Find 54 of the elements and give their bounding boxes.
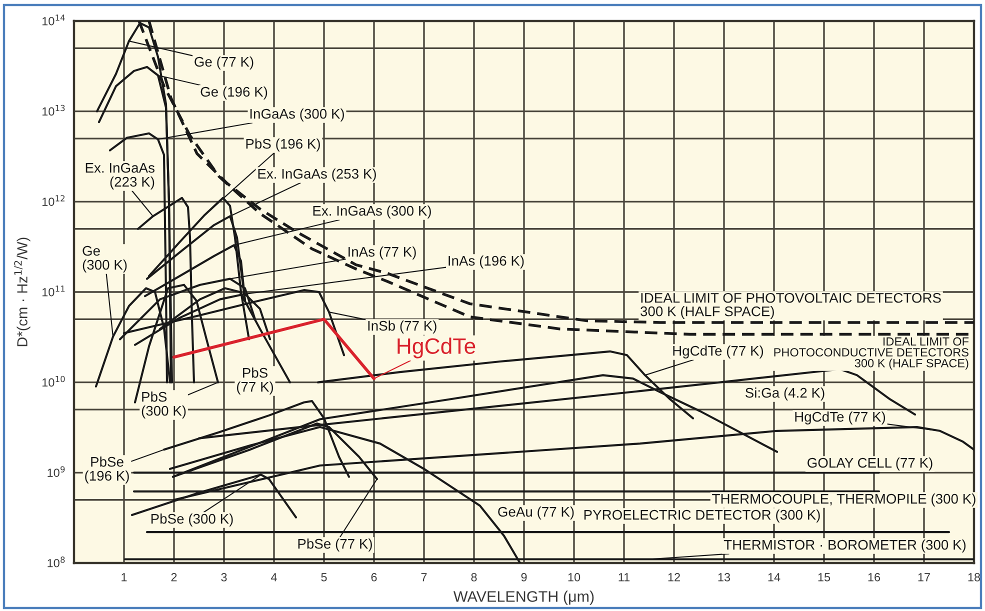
series-label: PbS (77 K) bbox=[236, 368, 274, 394]
text: PbSe (77 K) bbox=[298, 538, 372, 552]
x-tick-label: 8 bbox=[471, 573, 477, 582]
y-tick-label: 10$^{11}$ bbox=[42, 286, 65, 296]
y-tick-label: 10$^{14}$ bbox=[42, 14, 65, 26]
y-tick-label: 10$^{8}$ bbox=[48, 556, 65, 568]
x-tick-label: 2 bbox=[171, 573, 177, 582]
text: InAs (196 K) bbox=[448, 256, 524, 268]
y-tick-label: 10$^{10}$ bbox=[42, 376, 65, 387]
series-label: Ex. InGaAs (223 K) bbox=[86, 162, 154, 190]
series-label: THERMOCOUPLE, THERMOPILE (300 K) bbox=[712, 494, 976, 506]
x-tick-label: 11 bbox=[618, 573, 630, 582]
text: InAs (77 K) bbox=[348, 246, 416, 260]
x-tick-label: 3 bbox=[221, 573, 227, 582]
x-tick-label: 1 bbox=[122, 573, 127, 582]
x-tick-label: 7 bbox=[421, 573, 427, 582]
series-label: GOLAY CELL (77 K) bbox=[808, 458, 932, 470]
series-label: PbS (300 K) bbox=[142, 392, 186, 418]
y-tick-label: 10$^{9}$ bbox=[48, 466, 65, 477]
text: PbSe (196 K) bbox=[85, 456, 129, 484]
x-tick-label: 5 bbox=[321, 573, 327, 582]
x-tick-label: 12 bbox=[668, 573, 680, 582]
series-label: IDEAL LIMIT OF PHOTOCONDUCTIVE DETECTORS 300 K (HALF SPACE) bbox=[774, 337, 969, 370]
series-label: THERMISTOR · BOROMETER (300 K) bbox=[724, 540, 966, 552]
series-label: IDEAL LIMIT OF PHOTOVOLTAIC DETECTORS 300 K (HALF SPACE) bbox=[640, 292, 941, 319]
series-label: PbSe (300 K) bbox=[151, 514, 233, 526]
x-tick-label: 16 bbox=[868, 573, 880, 582]
series-label: Si:Ga (4.2 K) bbox=[745, 388, 824, 400]
text: Ex. InGaAs (300 K) bbox=[313, 206, 431, 218]
text: InGaAs (300 K) bbox=[250, 108, 344, 122]
x-tick-label: 15 bbox=[818, 573, 830, 582]
x-tick-label: 6 bbox=[371, 573, 377, 582]
series-label: PYROELECTRIC DETECTOR (300 K) bbox=[584, 510, 820, 522]
x-tick-label: 10 bbox=[568, 573, 580, 582]
text: Ex. InGaAs (253 K) bbox=[258, 168, 376, 182]
x-tick-label: 17 bbox=[918, 573, 930, 582]
x-tick-label: 18 bbox=[968, 573, 980, 582]
text: PbS (196 K) bbox=[246, 138, 320, 152]
series-label: GeAu (77 K) bbox=[498, 506, 574, 520]
series-label: HgCdTe (77 K) bbox=[795, 412, 886, 424]
text: InSb (77 K) bbox=[368, 320, 436, 334]
series-label: HgCdTe bbox=[398, 338, 476, 358]
y-tick-label: 10$^{12}$ bbox=[42, 195, 65, 206]
y-tick-label: 10$^{13}$ bbox=[42, 104, 65, 116]
x-tick-label: 4 bbox=[270, 573, 277, 582]
x-tick-label: 13 bbox=[718, 573, 730, 582]
text: Ge (77 K) bbox=[194, 56, 254, 70]
y-axis-title: D*(cm · Hz$^{1/2}$/W) bbox=[14, 238, 30, 346]
text: Ge (196 K) bbox=[200, 86, 268, 100]
x-tick-label: 9 bbox=[521, 573, 527, 582]
x-tick-label: 14 bbox=[768, 573, 780, 582]
x-axis-title: WAVELENGTH (μm) bbox=[453, 590, 594, 605]
text: HgCdTe (77 K) bbox=[673, 346, 764, 358]
series-label: Ge (300 K) bbox=[82, 246, 127, 272]
